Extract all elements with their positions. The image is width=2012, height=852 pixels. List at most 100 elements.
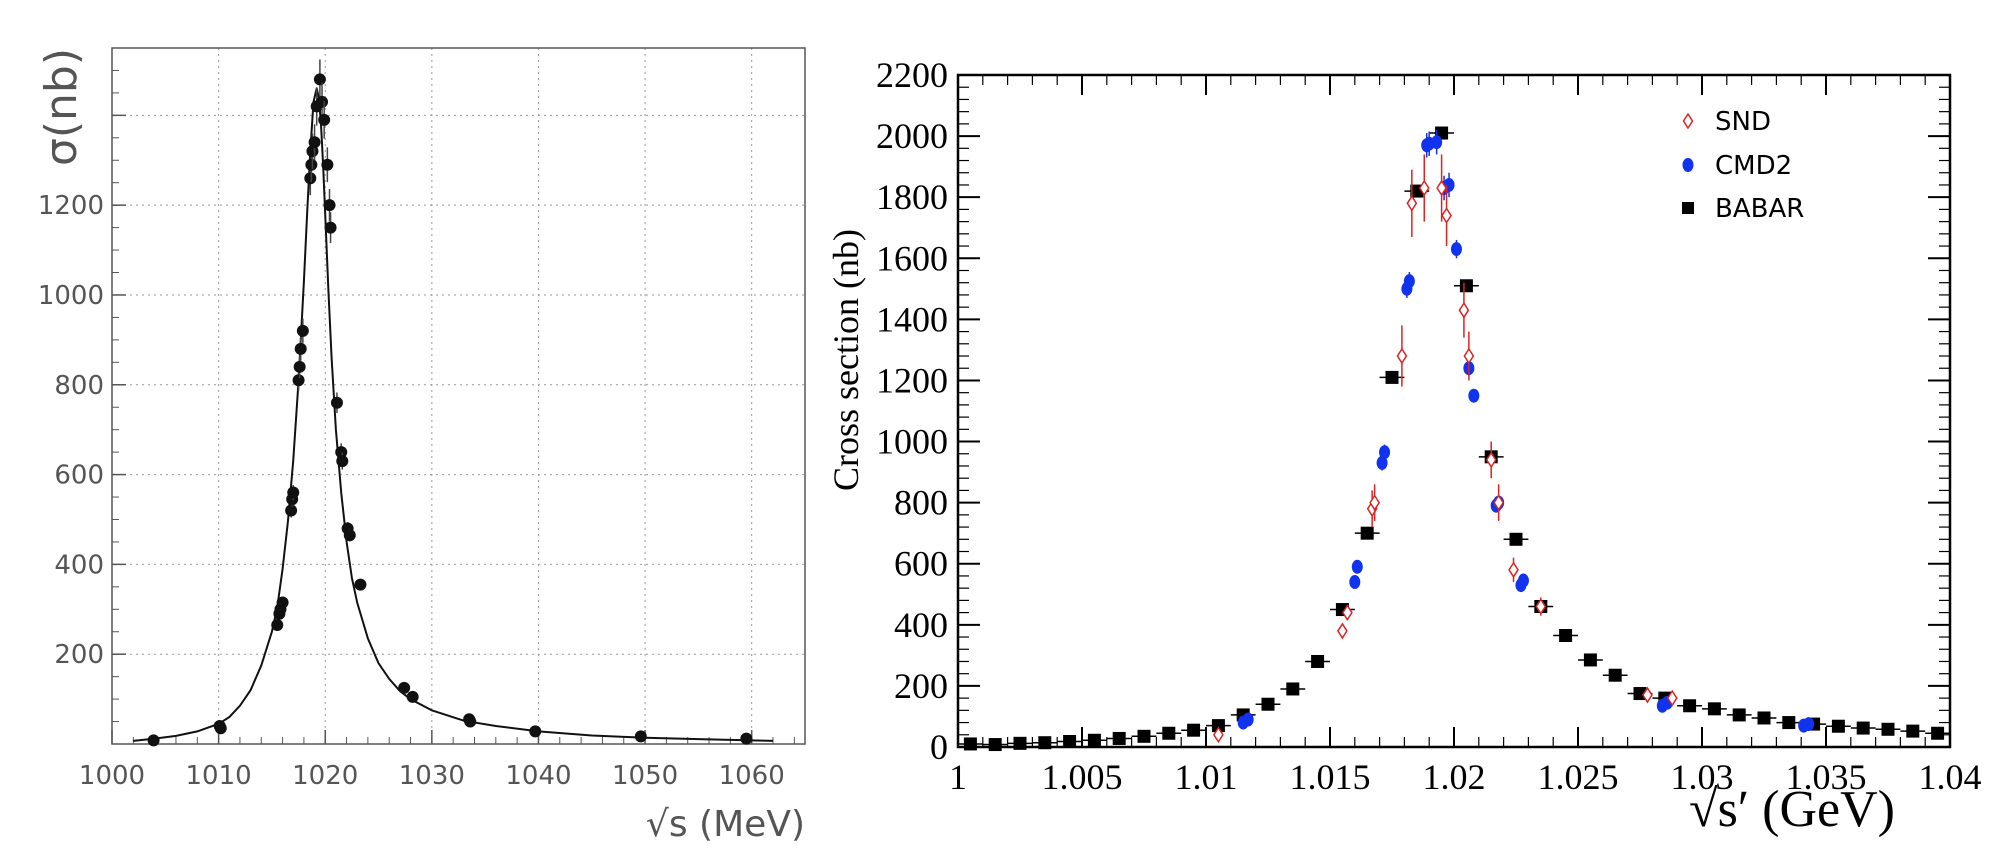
left-x-tick-label: 1050 bbox=[612, 761, 678, 791]
left-data-point bbox=[336, 455, 349, 468]
babar-point bbox=[1906, 724, 1920, 738]
left-data-point bbox=[398, 681, 411, 694]
right-y-tick-label: 1000 bbox=[876, 422, 948, 462]
left-data-point bbox=[287, 486, 300, 499]
cmd2-point bbox=[1803, 717, 1815, 732]
snd-point bbox=[1485, 451, 1497, 469]
left-data-point bbox=[292, 374, 305, 387]
legend-label: SND bbox=[1715, 107, 1771, 137]
left-plot-frame bbox=[111, 47, 806, 745]
left-data-point bbox=[318, 113, 331, 126]
right-x-tick-label: 1.02 bbox=[1423, 757, 1486, 797]
right-legend: SND CMD2 BABAR bbox=[1682, 107, 1804, 224]
snd-point bbox=[1666, 689, 1678, 707]
babar-point bbox=[1137, 729, 1151, 743]
right-x-tick-label: 1.04 bbox=[1919, 757, 1982, 797]
babar-point bbox=[1608, 668, 1622, 682]
cmd2-point bbox=[1242, 712, 1254, 727]
left-x-axis-label: √s (MeV) bbox=[646, 804, 805, 845]
snd-point bbox=[1337, 622, 1348, 640]
babar-point bbox=[1881, 722, 1895, 736]
right-x-tick-label: 1.03 bbox=[1671, 757, 1734, 797]
babar-point bbox=[1707, 702, 1721, 716]
right-x-tick-label: 1 bbox=[949, 757, 967, 797]
right-y-tick-label: 2000 bbox=[876, 116, 948, 156]
left-data-point bbox=[294, 342, 307, 355]
right-x-tick-label: 1.015 bbox=[1290, 757, 1371, 797]
left-data-point bbox=[305, 158, 318, 171]
cmd2-point bbox=[1431, 135, 1443, 150]
left-data-point bbox=[271, 619, 284, 632]
cmd2-point bbox=[1379, 445, 1391, 460]
left-y-tick-label: 1000 bbox=[38, 281, 104, 311]
right-x-tick-label: 1.005 bbox=[1042, 757, 1123, 797]
left-data-point bbox=[316, 95, 329, 108]
right-y-tick-label: 1600 bbox=[876, 238, 948, 278]
babar-point bbox=[1931, 726, 1945, 740]
cmd2-point bbox=[1403, 274, 1415, 289]
legend-label: BABAR bbox=[1715, 194, 1804, 224]
cmd2-point bbox=[1349, 575, 1361, 590]
left-data-point bbox=[529, 725, 542, 738]
left-tick-labels: 1000 1010 1020 1030 1040 1050 1060 200 400 600 800… bbox=[38, 191, 785, 791]
left-x-tick-label: 1040 bbox=[505, 761, 571, 791]
right-y-tick-label: 400 bbox=[894, 605, 948, 645]
left-y-tick-label: 800 bbox=[54, 371, 104, 401]
babar-point bbox=[1831, 719, 1845, 733]
cmd2-point bbox=[1517, 573, 1529, 588]
left-data-point bbox=[276, 596, 289, 609]
right-tick-labels: 1 1.005 1.01 1.015 1.02 1.025 1.03 1.035 1.04 0 20… bbox=[876, 55, 1982, 797]
left-x-tick-label: 1020 bbox=[292, 761, 358, 791]
snd-point bbox=[1508, 561, 1519, 579]
left-data-point bbox=[285, 504, 298, 517]
babar-point bbox=[1112, 731, 1126, 745]
snd-point bbox=[1341, 604, 1353, 621]
right-y-axis-label: Cross section (nb) bbox=[826, 229, 866, 491]
left-x-tick-label: 1000 bbox=[79, 761, 145, 791]
left-data-point bbox=[293, 360, 306, 373]
babar-point bbox=[1311, 654, 1325, 668]
right-y-tick-label: 1200 bbox=[876, 360, 948, 400]
left-data-point bbox=[634, 730, 647, 743]
babar-point bbox=[1385, 370, 1399, 384]
left-y-tick-label: 1200 bbox=[38, 191, 104, 221]
snd-point bbox=[1458, 301, 1470, 319]
left-data-point bbox=[740, 732, 753, 745]
left-y-axis-label: σ(nb) bbox=[36, 48, 87, 166]
left-data-point bbox=[308, 136, 321, 149]
snd-point bbox=[1396, 347, 1408, 365]
left-chart-panel: 1000 1010 1020 1030 1040 1050 1060 200 400 600 800… bbox=[36, 47, 806, 845]
left-data-point bbox=[214, 722, 227, 735]
babar-point bbox=[1013, 736, 1027, 750]
snd-point bbox=[1535, 598, 1547, 615]
snd-point bbox=[1493, 494, 1505, 512]
babar-point bbox=[1261, 697, 1275, 711]
left-data-point bbox=[354, 578, 367, 591]
babar-point bbox=[1162, 726, 1176, 740]
right-y-tick-label: 0 bbox=[930, 727, 948, 767]
left-y-tick-label: 600 bbox=[54, 461, 104, 491]
right-y-tick-label: 600 bbox=[894, 544, 948, 584]
left-fit-curve bbox=[133, 88, 774, 742]
babar-point bbox=[1732, 708, 1746, 722]
babar-point bbox=[1782, 716, 1796, 730]
left-x-tick-label: 1010 bbox=[186, 761, 252, 791]
babar-point bbox=[1559, 629, 1573, 643]
right-x-axis-label: √s′ (GeV) bbox=[1689, 781, 1895, 838]
babar-point bbox=[963, 737, 977, 751]
cmd2-point bbox=[1450, 242, 1462, 257]
left-data-point bbox=[306, 145, 319, 158]
babar-point bbox=[1757, 711, 1771, 725]
left-data-point bbox=[304, 172, 317, 185]
babar-point bbox=[1087, 733, 1101, 747]
babar-point bbox=[1286, 682, 1300, 696]
snd-point bbox=[1418, 179, 1430, 197]
snd-point bbox=[1441, 207, 1452, 224]
left-data-point bbox=[323, 199, 336, 212]
cmd2-point bbox=[1351, 559, 1363, 574]
left-x-tick-label: 1030 bbox=[399, 761, 465, 791]
snd-point bbox=[1436, 179, 1447, 197]
babar-point bbox=[1038, 736, 1052, 750]
left-data-point bbox=[343, 529, 356, 542]
